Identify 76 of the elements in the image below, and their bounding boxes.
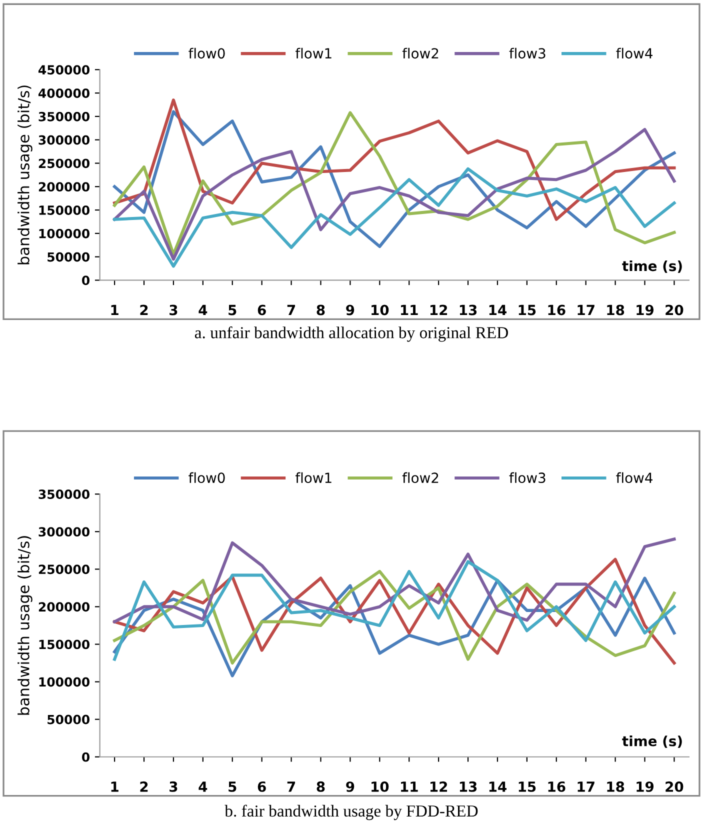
y-tick-label: 350000: [38, 490, 90, 500]
x-tick-label: 18: [607, 304, 624, 316]
x-tick-label: 19: [636, 781, 654, 792]
x-tick-label: 5: [228, 304, 236, 316]
x-tick-label: 11: [401, 304, 418, 316]
x-tick-label: 11: [401, 782, 418, 792]
x-tick-label: 1: [111, 782, 118, 792]
y-tick-label: 50000: [48, 714, 90, 724]
x-tick-label: 4: [198, 782, 208, 792]
legend-label: flow0: [188, 48, 225, 59]
text: a. unfair bandwidth allocation by original RED: [194, 326, 508, 342]
x-tick-label: 18: [607, 781, 624, 792]
y-tick-label: 250000: [38, 564, 90, 574]
x-tick-label: 12: [430, 781, 448, 792]
y-tick-label: 300000: [38, 135, 90, 145]
x-tick-label: 20: [666, 304, 684, 316]
y-tick-label: 50000: [48, 252, 90, 262]
line-series: [113, 538, 676, 624]
legend-label: flow1: [295, 48, 332, 59]
x-tick-label: 4: [198, 304, 208, 316]
x-tick-label: 3: [170, 304, 178, 316]
legend-label: flow4: [616, 472, 652, 484]
y-tick-label: 450000: [38, 65, 90, 75]
x-tick-label: 16: [548, 781, 566, 792]
x-tick-label: 20: [666, 781, 684, 792]
x-tick-label: 10: [372, 304, 389, 316]
x-tick-label: 9: [346, 304, 354, 316]
y-tick-label: 400000: [38, 88, 90, 98]
legend-label: flow3: [509, 48, 546, 59]
x-tick-label: 14: [489, 304, 507, 316]
x-tick-label: 17: [578, 782, 594, 792]
y-tick-label: 300000: [38, 527, 90, 537]
x-tick-label: 14: [489, 782, 507, 792]
x-tick-label: 6: [258, 781, 266, 792]
y-tick-label: 0: [82, 752, 90, 762]
x-tick-label: 13: [460, 781, 477, 792]
x-tick-label: 2: [140, 781, 148, 792]
x-tick-label: 8: [316, 781, 325, 792]
x-axis-title: time (s): [622, 260, 682, 273]
x-tick-label: 19: [636, 304, 654, 316]
x-tick-label: 13: [460, 304, 477, 316]
y-tick-label: 200000: [38, 602, 90, 612]
y-axis-title: bandwidth usage (bit/s): [18, 536, 32, 715]
legend-label: flow1: [295, 472, 332, 484]
legend-label: flow2: [402, 472, 438, 484]
x-tick-label: 15: [518, 304, 536, 316]
y-tick-label: 150000: [39, 205, 90, 215]
y-tick-label: 100000: [39, 228, 90, 238]
text: b. fair bandwidth usage by FDD-RED: [224, 804, 478, 820]
x-tick-label: 5: [228, 782, 236, 792]
x-tick-label: 7: [287, 304, 296, 316]
y-tick-label: 200000: [38, 182, 90, 192]
y-tick-label: 0: [82, 276, 90, 286]
y-tick-label: 150000: [39, 640, 90, 650]
legend-label: flow2: [402, 48, 438, 59]
x-tick-label: 15: [518, 782, 536, 792]
x-tick-label: 12: [430, 304, 448, 316]
y-axis-title: bandwidth usage (bit/s): [18, 86, 32, 264]
x-tick-label: 2: [140, 304, 148, 316]
y-tick-label: 350000: [38, 112, 90, 122]
x-tick-label: 8: [316, 304, 325, 316]
x-tick-label: 9: [346, 781, 354, 792]
x-tick-label: 1: [111, 304, 118, 316]
legend-label: flow0: [188, 472, 225, 484]
x-tick-label: 10: [372, 781, 389, 792]
y-tick-label: 100000: [39, 677, 90, 687]
x-tick-label: 17: [578, 304, 594, 316]
x-axis-title: time (s): [622, 736, 682, 748]
legend-label: flow3: [509, 472, 546, 484]
x-tick-label: 16: [548, 304, 566, 316]
legend-label: flow4: [616, 48, 652, 59]
x-tick-label: 6: [258, 304, 266, 316]
line-series: [113, 98, 676, 221]
x-tick-label: 7: [287, 782, 296, 792]
y-tick-label: 250000: [38, 158, 90, 168]
x-tick-label: 3: [170, 781, 178, 792]
